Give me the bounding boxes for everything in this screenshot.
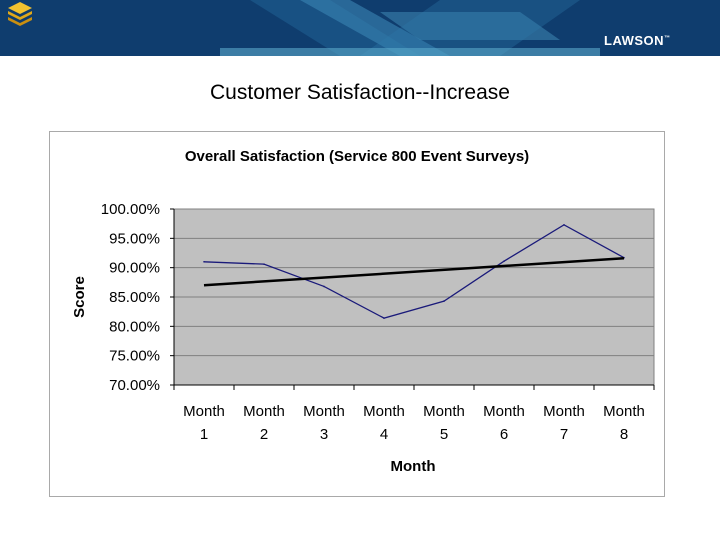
- x-tick-label: Month: [243, 403, 285, 420]
- x-tick-label: Month: [423, 403, 465, 420]
- brand-trademark: ™: [664, 35, 671, 42]
- x-tick-label: Month: [483, 403, 525, 420]
- data-point: [203, 261, 205, 263]
- x-tick-label: Month: [543, 403, 585, 420]
- chart-frame: Overall Satisfaction (Service 800 Event …: [49, 131, 665, 497]
- data-point: [503, 260, 505, 263]
- y-axis-title: Score: [71, 276, 88, 318]
- brand-name: LAWSON: [604, 33, 665, 48]
- data-point: [443, 300, 445, 302]
- x-tick-label: 4: [380, 426, 388, 443]
- header-banner: LAWSON™: [0, 0, 720, 56]
- data-point: [563, 224, 565, 226]
- y-tick-label: 70.00%: [109, 377, 160, 394]
- brand-logo-text: LAWSON™: [604, 33, 671, 48]
- x-tick-label: 6: [500, 426, 508, 443]
- y-tick-label: 80.00%: [109, 318, 160, 335]
- x-tick-label: 7: [560, 426, 568, 443]
- x-tick-label: 3: [320, 426, 328, 443]
- data-point: [263, 263, 265, 265]
- x-tick-label: Month: [303, 403, 345, 420]
- x-tick-label: 1: [200, 426, 208, 443]
- y-tick-label: 75.00%: [109, 348, 160, 365]
- x-tick-label: 2: [260, 426, 268, 443]
- x-tick-label: Month: [363, 403, 405, 420]
- x-axis-title: Month: [391, 458, 436, 475]
- x-tick-label: Month: [603, 403, 645, 420]
- y-tick-label: 100.00%: [101, 201, 160, 218]
- x-tick-label: 8: [620, 426, 628, 443]
- x-tick-label: 5: [440, 426, 448, 443]
- x-tick-label: Month: [183, 403, 225, 420]
- chart-title: Overall Satisfaction (Service 800 Event …: [185, 148, 529, 165]
- y-tick-label: 85.00%: [109, 289, 160, 306]
- lawson-logo-icon: [8, 2, 32, 26]
- line-chart: Overall Satisfaction (Service 800 Event …: [71, 148, 655, 475]
- y-tick-label: 95.00%: [109, 230, 160, 247]
- y-tick-label: 90.00%: [109, 260, 160, 277]
- slide-title: Customer Satisfaction--Increase: [210, 81, 510, 104]
- banner-decoration: [220, 0, 600, 56]
- trend-line: [203, 257, 625, 287]
- data-point: [323, 285, 325, 288]
- series-line-satisfaction: [203, 224, 625, 319]
- data-point: [383, 317, 385, 319]
